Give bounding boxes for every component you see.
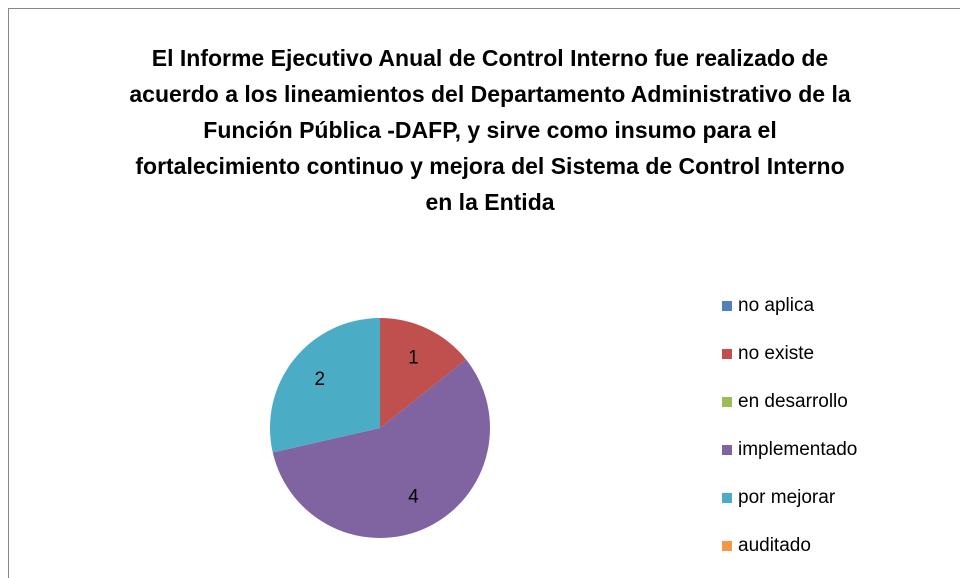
- legend-label: no existe: [738, 343, 814, 364]
- legend-swatch: [722, 445, 732, 455]
- chart-title: El Informe Ejecutivo Anual de Control In…: [129, 45, 851, 215]
- pie-slice: [270, 318, 380, 453]
- legend-swatch: [722, 397, 732, 407]
- legend-label: auditado: [738, 535, 811, 556]
- legend-label: por mejorar: [738, 487, 836, 508]
- legend-label: en desarrollo: [738, 391, 848, 412]
- legend-label: implementado: [738, 439, 857, 460]
- legend-swatch: [722, 541, 732, 551]
- legend-swatch: [722, 493, 732, 503]
- data-label: 1: [408, 348, 419, 369]
- data-label: 2: [315, 369, 326, 390]
- legend-label: no aplica: [738, 295, 814, 316]
- legend-swatch: [722, 301, 732, 311]
- legend-swatch: [722, 349, 732, 359]
- pie-slice: [272, 359, 490, 538]
- pie-slice: [380, 318, 467, 428]
- chart-frame: [8, 8, 960, 578]
- data-label: 4: [408, 486, 419, 507]
